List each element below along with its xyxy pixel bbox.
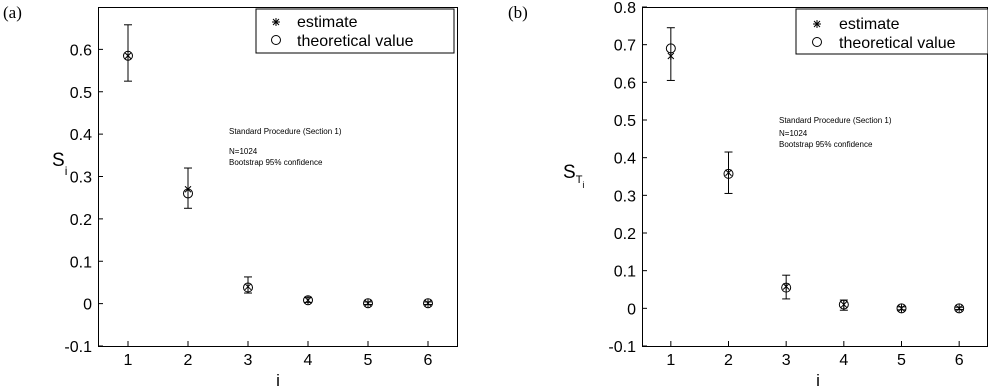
legend-estimate-label-b: estimate bbox=[839, 16, 900, 33]
x-tick-label-b-2: 3 bbox=[782, 352, 791, 369]
estimate-point-b-4 bbox=[840, 300, 848, 309]
legend-box-a bbox=[255, 8, 455, 54]
y-tick-label-a-5: 0.4 bbox=[70, 127, 92, 144]
legend-a: estimate theoretical value bbox=[255, 8, 455, 54]
y-tick-label-a-7: 0.6 bbox=[70, 42, 92, 59]
annotation-line-b-2: N=1024 bbox=[779, 129, 808, 138]
x-tick-label-b-3: 4 bbox=[839, 352, 848, 369]
legend-theoretical-label-b: theoretical value bbox=[839, 35, 956, 52]
x-axis-label-a: i bbox=[276, 371, 280, 388]
theoretical-point-b-6 bbox=[954, 303, 965, 314]
x-axis-label-b: i bbox=[816, 371, 820, 388]
x-tick-label-b-0: 1 bbox=[666, 352, 675, 369]
y-tick-label-b-6: 0.5 bbox=[614, 113, 636, 130]
y-tick-label-a-4: 0.3 bbox=[70, 170, 92, 187]
x-tick-label-a-2: 3 bbox=[244, 352, 253, 369]
estimate-point-b-3 bbox=[782, 282, 790, 291]
y-tick-label-b-2: 0.1 bbox=[614, 264, 636, 281]
y-tick-label-b-5: 0.4 bbox=[614, 151, 636, 168]
x-tick-label-a-4: 5 bbox=[364, 352, 373, 369]
x-tick-label-a-0: 1 bbox=[124, 352, 133, 369]
annotation-line-a-3: Bootstrap 95% confidence bbox=[229, 158, 323, 167]
legend-box-b bbox=[795, 8, 988, 55]
legend-b: estimate theoretical value bbox=[795, 8, 988, 55]
y-tick-label-b-0: -0.1 bbox=[608, 339, 636, 356]
plot-area-a: -0.1 0 0.1 0.2 0.3 0.4 0.5 0.6 1 2 3 4 5 6 bbox=[64, 7, 458, 369]
x-tick-label-a-5: 6 bbox=[424, 352, 433, 369]
theoretical-point-b-5 bbox=[896, 303, 907, 314]
legend-estimate-marker-b bbox=[813, 20, 821, 28]
y-tick-label-b-4: 0.3 bbox=[614, 188, 636, 205]
y-tick-label-b-1: 0 bbox=[627, 301, 636, 318]
estimate-point-b-6 bbox=[955, 304, 963, 313]
estimate-point-a-2 bbox=[184, 185, 192, 194]
annotation-line-a-1: Standard Procedure (Section 1) bbox=[229, 127, 342, 136]
y-tick-label-a-1: 0 bbox=[83, 297, 92, 314]
estimate-point-b-5 bbox=[898, 304, 905, 313]
estimate-point-b-2 bbox=[725, 168, 732, 177]
y-axis-label-a: Si bbox=[52, 150, 67, 178]
y-tick-label-b-7: 0.6 bbox=[614, 75, 636, 92]
legend-estimate-label-a: estimate bbox=[297, 14, 358, 31]
y-tick-label-b-9: 0.8 bbox=[614, 0, 636, 17]
plot-frame-b bbox=[642, 7, 988, 347]
y-axis-label-b: STi bbox=[563, 162, 584, 190]
theoretical-point-a-6 bbox=[423, 298, 433, 309]
annotation-line-a-2: N=1024 bbox=[229, 147, 258, 156]
estimate-point-a-3 bbox=[244, 282, 252, 291]
theoretical-point-a-1 bbox=[123, 50, 133, 61]
legend-theoretical-label-a: theoretical value bbox=[297, 33, 414, 50]
theoretical-point-a-4 bbox=[303, 295, 313, 306]
panel-label-a: (a) bbox=[3, 3, 22, 22]
x-tick-label-b-4: 5 bbox=[897, 352, 906, 369]
plot-area-b: -0.1 0 0.1 0.2 0.3 0.4 0.5 0.6 0.7 0.8 1 2 3 4 5 6 bbox=[608, 0, 988, 369]
y-tick-label-b-8: 0.7 bbox=[614, 38, 636, 55]
y-tick-label-b-3: 0.2 bbox=[614, 226, 636, 243]
x-tick-label-b-1: 2 bbox=[724, 352, 733, 369]
legend-theoretical-marker-b bbox=[812, 37, 822, 47]
estimate-point-a-4 bbox=[304, 296, 312, 305]
estimate-point-b-1 bbox=[667, 51, 675, 60]
y-tick-label-a-2: 0.1 bbox=[70, 254, 92, 271]
annotation-a: Standard Procedure (Section 1) N=1024 Bo… bbox=[229, 127, 342, 167]
estimate-point-a-1 bbox=[124, 51, 132, 60]
estimate-point-a-5 bbox=[364, 299, 372, 308]
x-tick-label-a-3: 4 bbox=[304, 352, 313, 369]
annotation-line-b-3: Bootstrap 95% confidence bbox=[779, 140, 873, 149]
x-tick-label-a-1: 2 bbox=[184, 352, 193, 369]
y-tick-label-a-3: 0.2 bbox=[70, 212, 92, 229]
theoretical-point-b-4 bbox=[838, 299, 849, 310]
annotation-line-b-1: Standard Procedure (Section 1) bbox=[779, 116, 892, 125]
legend-estimate-marker-a bbox=[272, 18, 280, 26]
x-tick-label-b-5: 6 bbox=[955, 352, 964, 369]
y-tick-label-a-6: 0.5 bbox=[70, 85, 92, 102]
annotation-b: Standard Procedure (Section 1) N=1024 Bo… bbox=[779, 116, 892, 149]
panel-label-b: (b) bbox=[508, 3, 528, 22]
estimate-point-a-6 bbox=[424, 299, 432, 308]
legend-theoretical-marker-a bbox=[271, 35, 281, 45]
theoretical-point-a-5 bbox=[363, 298, 373, 309]
y-tick-label-a-0: -0.1 bbox=[64, 339, 92, 356]
